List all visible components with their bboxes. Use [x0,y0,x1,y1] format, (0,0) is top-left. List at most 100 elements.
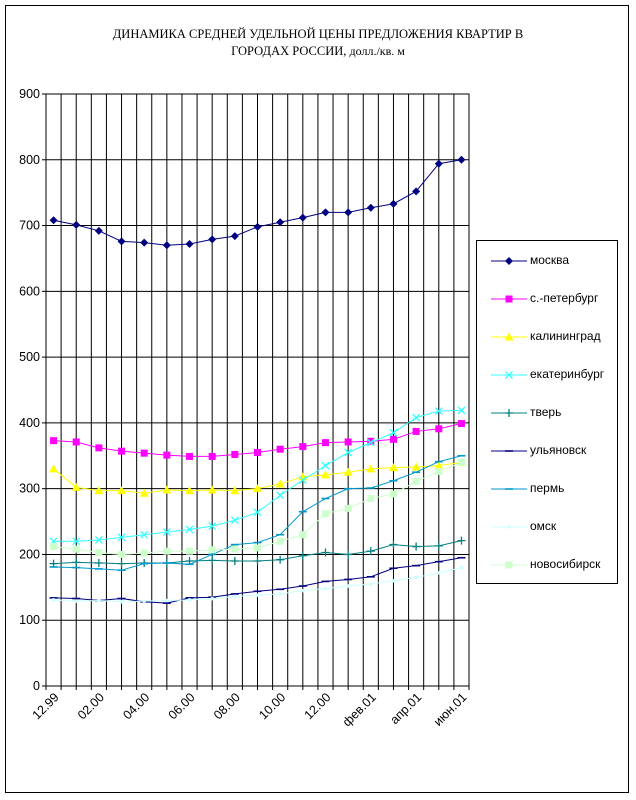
x-tick-label: 04.00 [120,690,152,722]
data-point [344,448,353,457]
data-point [253,222,262,231]
legend-item: москва [477,251,617,271]
data-point [366,438,375,447]
data-point [414,575,418,580]
chart-title-line-2: ГОРОДАХ РОССИИ, долл./кв. м [0,43,636,60]
data-point [74,599,79,603]
legend-symbol [491,257,527,265]
data-point [254,448,261,456]
data-point [208,235,217,244]
data-point [323,586,328,591]
data-point [298,551,307,560]
data-point [255,593,260,598]
series-7 [49,454,466,572]
data-point [94,558,103,567]
legend-label: пермь [530,481,565,495]
legend-marker [507,525,511,529]
chart-title: ДИНАМИКА СРЕДНЕЙ УДЕЛЬНОЙ ЦЕНЫ ПРЕДЛОЖЕН… [0,26,636,60]
data-point [367,437,375,445]
legend-label: омск [530,519,557,533]
data-point [51,598,56,602]
data-point [344,504,352,512]
data-point [434,461,444,470]
legend-item: пермь [477,479,617,499]
data-point [117,486,127,495]
series-5 [49,536,466,568]
data-point [434,541,443,550]
data-point [389,199,398,208]
y-tick-label: 100 [19,613,40,627]
y-tick-label: 300 [19,482,40,496]
data-point [118,447,126,455]
data-point [299,443,307,451]
data-point [388,463,398,472]
data-point [162,241,171,250]
data-point [253,557,262,566]
chart-title-line-1: ДИНАМИКА СРЕДНЕЙ УДЕЛЬНОЙ ЦЕНЫ ПРЕДЛОЖЕН… [112,27,524,41]
chart-legend: москва с.-петербург калининград екатеринбур… [476,240,618,584]
data-point [140,530,149,539]
series-3 [49,457,466,497]
data-point [94,536,103,544]
data-point [208,556,217,565]
data-point [344,438,352,446]
chart-title-line-2-text: ГОРОДАХ РОССИИ, [231,44,347,58]
data-point [94,226,103,235]
data-point [389,428,398,437]
legend-symbol [491,371,527,379]
legend-symbol [491,409,527,417]
data-point [276,537,284,545]
data-point [140,238,149,247]
legend-item: омск [477,517,617,537]
x-tick-label: 08.00 [211,690,243,722]
x-tick-label: июн.01 [431,690,470,729]
x-tick-label: 06.00 [166,690,198,722]
legend-label: калининград [530,329,601,343]
legend-symbol [491,488,527,490]
data-point [163,451,171,459]
data-point [299,531,307,539]
legend-symbol [491,332,527,341]
data-point [253,508,262,517]
data-point [185,239,194,248]
legend-marker [504,332,514,341]
legend-label: москва [530,253,570,267]
legend-label: тверь [530,405,562,419]
legend-symbol [491,295,527,303]
data-point [71,482,81,491]
data-point [346,584,350,588]
legend-label: ульяновск [530,443,587,457]
data-point [320,470,330,479]
legend-item: тверь [477,403,617,423]
data-point [412,413,421,422]
data-point [230,486,240,495]
legend-marker [505,371,513,379]
series-8 [51,565,464,604]
x-tick-label: 12.99 [30,690,62,722]
y-tick-label: 400 [19,416,40,430]
x-tick-label: 12.00 [302,690,334,722]
data-point [95,548,103,556]
data-point [231,545,239,553]
data-point [321,439,329,447]
legend-item: новосибирск [477,555,617,575]
data-point [72,558,81,567]
data-point [298,476,307,485]
data-point [434,159,443,168]
data-point [162,528,171,537]
legend-label: новосибирск [530,557,601,571]
data-point [94,486,104,495]
data-point [343,467,353,476]
series-4 [49,406,466,546]
data-point [389,435,397,443]
series-1 [49,155,466,250]
y-tick-label: 700 [19,219,40,233]
data-point [208,546,216,554]
data-point [185,525,194,534]
legend-marker [505,295,513,303]
data-point [391,578,396,583]
data-point [233,594,237,599]
data-point [208,452,216,460]
data-point [367,495,375,503]
x-tick-label: фев.01 [340,690,379,729]
